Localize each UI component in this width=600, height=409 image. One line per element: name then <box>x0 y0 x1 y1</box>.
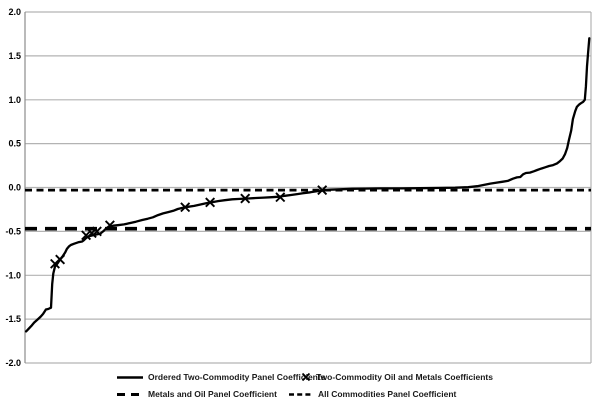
y-tick-label: -2.0 <box>5 358 21 368</box>
solid-line-icon <box>117 375 143 379</box>
legend-label: All Commodities Panel Coefficient <box>318 389 457 399</box>
x-marker <box>81 230 92 241</box>
short-dash-icon <box>289 392 313 396</box>
line-chart: 2.0 1.5 1.0 0.5 0.0 -0.5 -1.0 -1.5 -2.0 <box>5 7 592 368</box>
legend-label: Metals and Oil Panel Coefficient <box>148 389 277 399</box>
x-marker <box>240 193 251 204</box>
y-tick-label: 1.0 <box>8 95 21 105</box>
legend-item-ordered-coefficients: Ordered Two-Commodity Panel Coefficients <box>117 372 325 382</box>
legend-label: Two-Commodity Oil and Metals Coefficient… <box>316 372 493 382</box>
legend-label: Ordered Two-Commodity Panel Coefficients <box>148 372 326 382</box>
y-tick-label: -1.0 <box>5 270 21 280</box>
y-tick-label: 0.5 <box>8 139 21 149</box>
ordered-coefficients-curve <box>24 37 591 333</box>
x-marker <box>180 202 191 213</box>
x-marker <box>275 192 286 203</box>
y-tick-label: 1.5 <box>8 51 21 61</box>
y-tick-label: 2.0 <box>8 7 21 17</box>
x-marker-icon <box>301 372 311 382</box>
y-tick-label: -1.5 <box>5 314 21 324</box>
x-marker <box>55 254 66 265</box>
y-tick-label: -0.5 <box>5 226 21 236</box>
long-dash-icon <box>117 392 143 396</box>
legend-item-all-commodities-panel: All Commodities Panel Coefficient <box>289 389 456 399</box>
x-marker <box>317 185 328 196</box>
x-marker <box>205 197 216 208</box>
legend-item-oil-metals-coefficients: Two-Commodity Oil and Metals Coefficient… <box>301 372 493 382</box>
legend-item-metals-oil-panel: Metals and Oil Panel Coefficient <box>117 389 277 399</box>
y-tick-label: 0.0 <box>8 183 21 193</box>
